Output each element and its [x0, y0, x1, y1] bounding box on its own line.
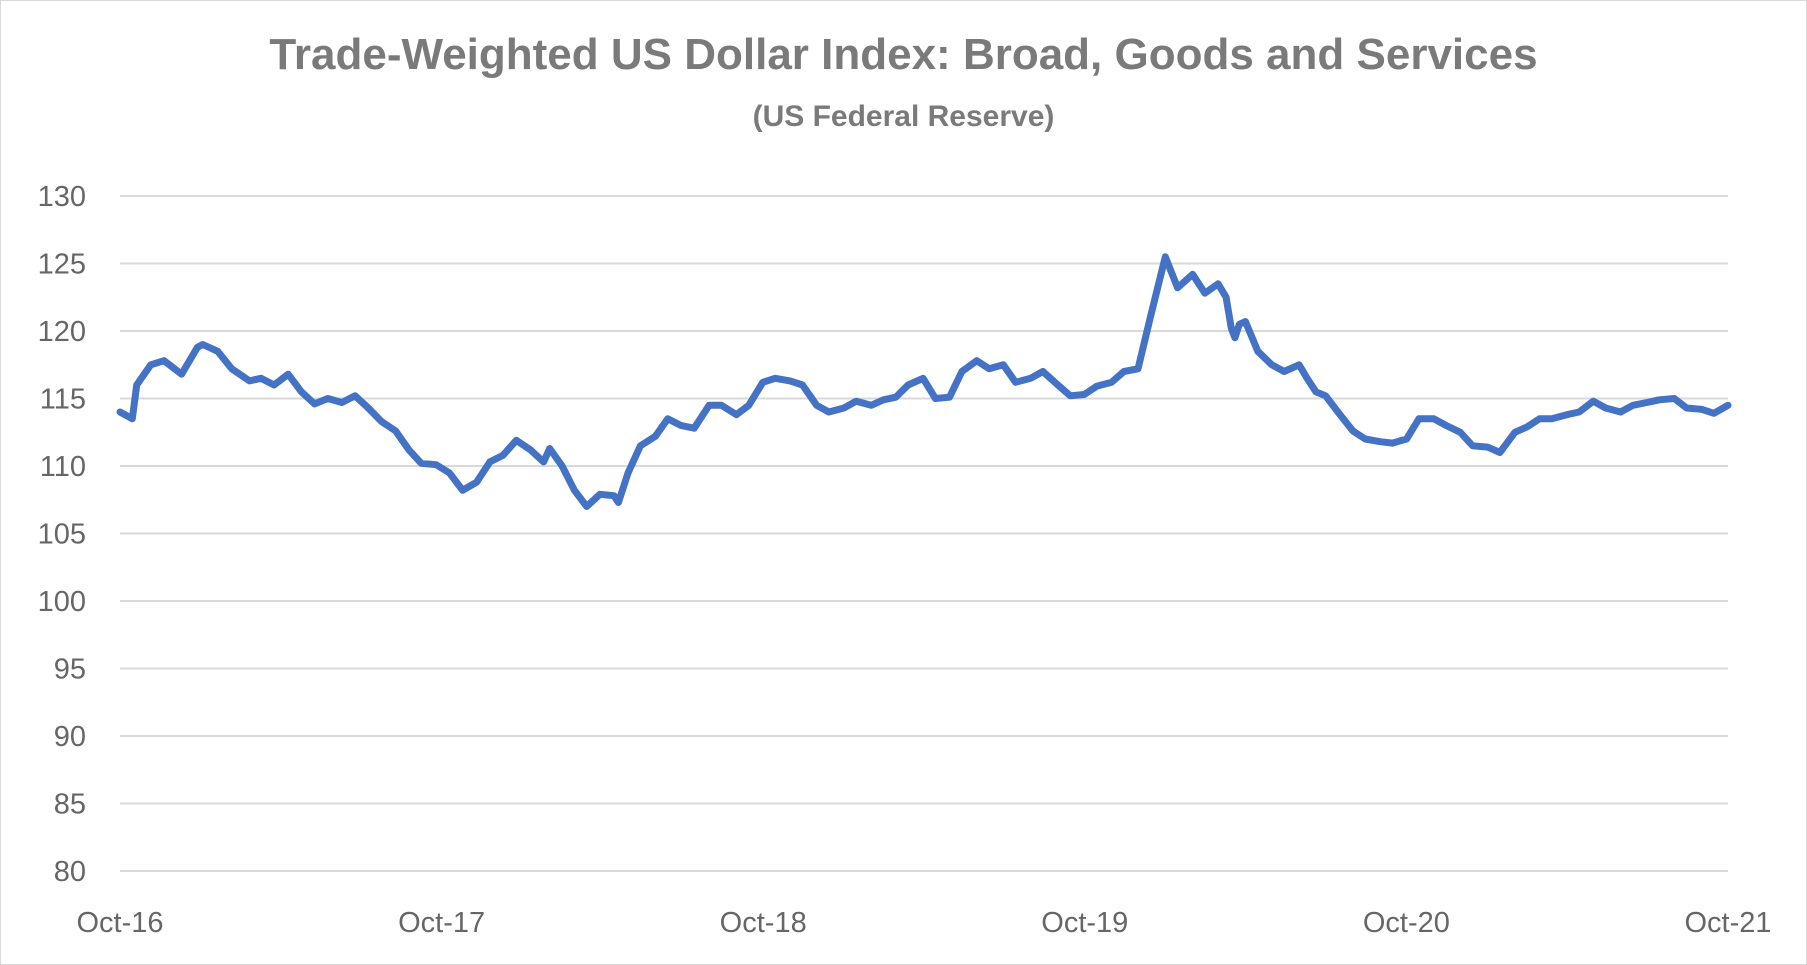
y-tick-label: 125	[38, 249, 86, 281]
x-tick-label: Oct-21	[1684, 907, 1771, 939]
chart-title: Trade-Weighted US Dollar Index: Broad, G…	[269, 30, 1538, 79]
y-tick-label: 100	[38, 586, 86, 618]
x-tick-label: Oct-18	[720, 907, 807, 939]
series-layer	[116, 253, 1732, 510]
chart-subtitle: (US Federal Reserve)	[752, 100, 1055, 133]
y-tick-label: 120	[38, 316, 86, 348]
y-tick-label: 95	[54, 654, 86, 686]
y-tick-label: 110	[40, 451, 86, 483]
y-tick-label: 130	[38, 181, 86, 213]
x-tick-label: Oct-19	[1041, 907, 1128, 939]
y-axis-ticks: 80 85 90 95 100 105 110 115 120 125 130	[38, 181, 86, 888]
x-tick-label: Oct-16	[76, 907, 163, 939]
y-tick-label: 105	[38, 519, 86, 551]
grid-layer	[120, 195, 1728, 872]
x-tick-label: Oct-17	[398, 907, 485, 939]
y-tick-label: 80	[54, 856, 86, 888]
x-axis-ticks: Oct-16 Oct-17 Oct-18 Oct-19 Oct-20 Oct-21	[76, 907, 1771, 939]
x-tick-label: Oct-20	[1363, 907, 1450, 939]
y-tick-label: 85	[54, 789, 86, 821]
series-line-0	[116, 253, 1732, 510]
y-tick-label: 115	[40, 384, 86, 416]
y-tick-label: 90	[54, 721, 86, 753]
